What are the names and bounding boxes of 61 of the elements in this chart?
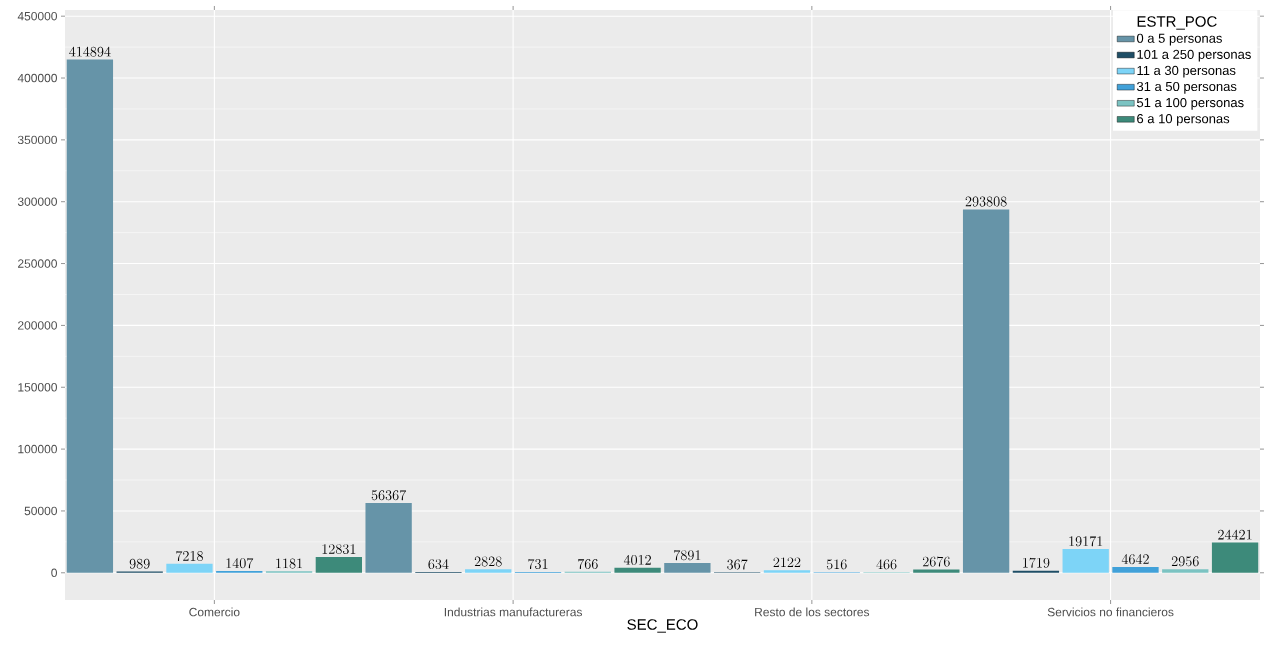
bar: [1162, 569, 1209, 573]
data-label: 766: [578, 558, 598, 569]
data-label: 516: [826, 559, 847, 570]
legend-label: 0 a 5 personas: [1136, 33, 1222, 46]
y-tick-label: 300000: [17, 197, 57, 206]
bar: [365, 503, 412, 573]
x-tick-label: Industrias manufactureras: [444, 607, 583, 617]
data-label: 414894: [69, 46, 111, 57]
data-label: 19171: [1069, 536, 1103, 547]
data-label: 367: [727, 559, 748, 570]
legend-label: 11 a 30 personas: [1137, 65, 1236, 78]
data-label: 7218: [176, 550, 203, 561]
data-label: 1407: [226, 558, 254, 569]
bar: [962, 209, 1010, 573]
y-tick-label: 100000: [18, 444, 57, 454]
bar: [913, 569, 960, 573]
y-tick-label: 50000: [24, 506, 57, 516]
data-label: 634: [428, 559, 449, 570]
bar: [614, 567, 661, 573]
legend-label: 51 a 100 personas: [1136, 97, 1244, 110]
y-tick-label: 350000: [17, 135, 57, 145]
data-label: 2956: [1171, 556, 1199, 567]
x-axis-title: SEC_ECO: [627, 619, 698, 633]
x-tick-label: Servicios no financieros: [1047, 607, 1174, 617]
y-tick-label: 450000: [17, 11, 57, 21]
bar: [166, 563, 213, 573]
data-label: 466: [876, 559, 897, 570]
data-label: 2122: [773, 557, 801, 567]
y-tick-label: 0: [51, 568, 58, 578]
bar: [664, 563, 711, 573]
x-tick-label: Resto de los sectores: [755, 607, 870, 617]
bar: [315, 556, 363, 573]
bar: [465, 569, 512, 573]
y-tick-label: 200000: [18, 321, 57, 330]
data-label: 2828: [474, 556, 502, 567]
data-label: 4012: [623, 554, 651, 565]
x-tick-label: Comercio: [189, 607, 240, 617]
bar: [763, 570, 811, 573]
y-tick-label: 400000: [17, 73, 57, 83]
data-label: 12831: [322, 544, 356, 555]
data-label: 4642: [1121, 554, 1149, 565]
data-label: 7891: [674, 550, 701, 561]
legend-label: 31 a 50 personas: [1136, 81, 1237, 94]
bar: [1211, 542, 1259, 573]
bar: [1112, 567, 1159, 573]
data-label: 2676: [922, 556, 950, 567]
data-label: 989: [129, 558, 150, 569]
y-tick-label: 250000: [18, 259, 57, 268]
data-label: 731: [528, 558, 548, 569]
data-label: 56367: [371, 490, 407, 501]
bar: [66, 59, 114, 573]
data-label: 1719: [1023, 557, 1050, 568]
data-label: 293808: [965, 196, 1007, 207]
data-label: 24421: [1218, 529, 1252, 540]
legend-label: 101 a 250 personas: [1137, 49, 1251, 62]
data-label: 1181: [276, 558, 302, 569]
bar: [1062, 549, 1109, 573]
bar: [1012, 570, 1060, 573]
y-tick-label: 150000: [18, 383, 57, 392]
legend-title: ESTR_POC: [1137, 16, 1217, 30]
legend-label: 6 a 10 personas: [1137, 114, 1230, 126]
